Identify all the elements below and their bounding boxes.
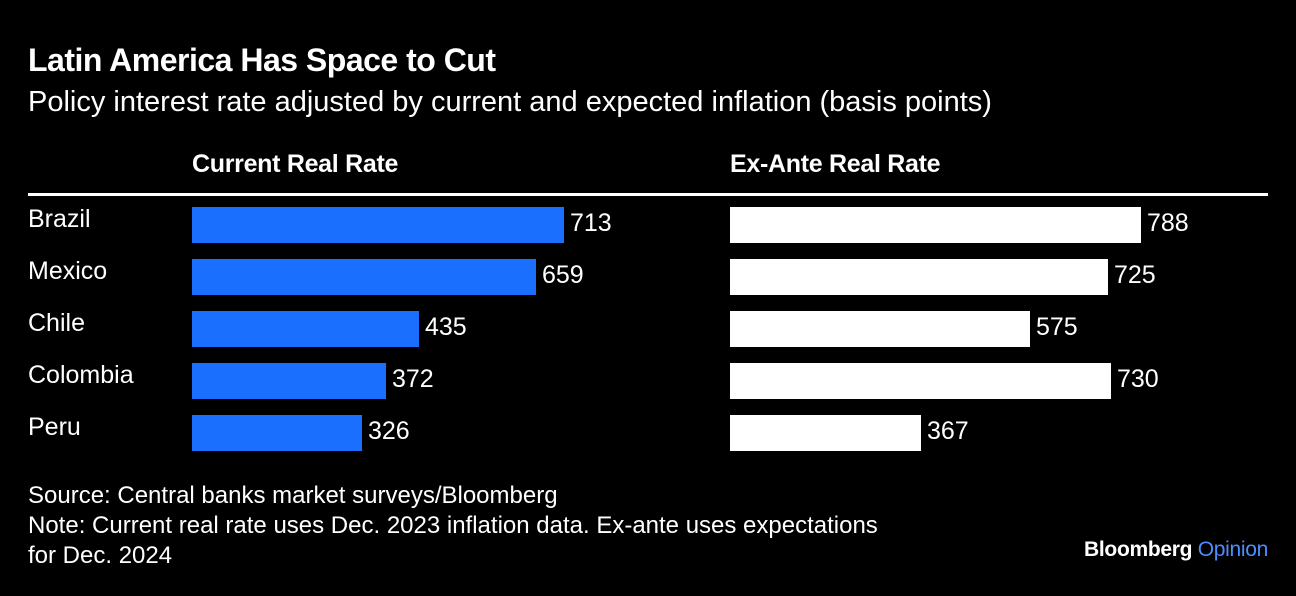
chart-title: Latin America Has Space to Cut [28,42,496,78]
current-value-colombia: 372 [392,365,434,393]
note-line-1: Note: Current real rate uses Dec. 2023 i… [28,512,878,539]
brand-accent: Opinion [1197,538,1269,561]
exante-bar-brazil [730,207,1141,243]
note-line-2: for Dec. 2024 [28,542,173,569]
current-bar-mexico [192,259,536,295]
exante-value-peru: 367 [927,417,969,445]
current-bar-peru [192,415,362,451]
chart-subtitle: Policy interest rate adjusted by current… [28,86,992,118]
exante-bar-mexico [730,259,1108,295]
exante-value-colombia: 730 [1117,365,1159,393]
country-label-colombia: Colombia [28,361,134,389]
current-bar-brazil [192,207,564,243]
country-label-mexico: Mexico [28,257,108,285]
current-value-peru: 326 [368,417,410,445]
exante-value-brazil: 788 [1147,209,1189,237]
current-value-brazil: 713 [570,209,612,237]
brand-main: Bloomberg [1084,538,1193,561]
current-bar-chile [192,311,419,347]
current-value-chile: 435 [425,313,467,341]
country-label-peru: Peru [28,413,81,441]
bloomberg-opinion-logo: Bloomberg Opinion [1084,538,1268,562]
country-label-brazil: Brazil [28,205,91,233]
exante-bar-colombia [730,363,1111,399]
exante-value-chile: 575 [1036,313,1078,341]
current-value-mexico: 659 [542,261,584,289]
source-note: Source: Central banks market surveys/Blo… [28,482,558,509]
exante-value-mexico: 725 [1114,261,1156,289]
header-ex-ante-real-rate: Ex-Ante Real Rate [730,150,941,178]
header-rule [28,193,1268,196]
current-bar-colombia [192,363,386,399]
exante-bar-chile [730,311,1030,347]
header-current-real-rate: Current Real Rate [192,150,399,178]
exante-bar-peru [730,415,921,451]
country-label-chile: Chile [28,309,85,337]
